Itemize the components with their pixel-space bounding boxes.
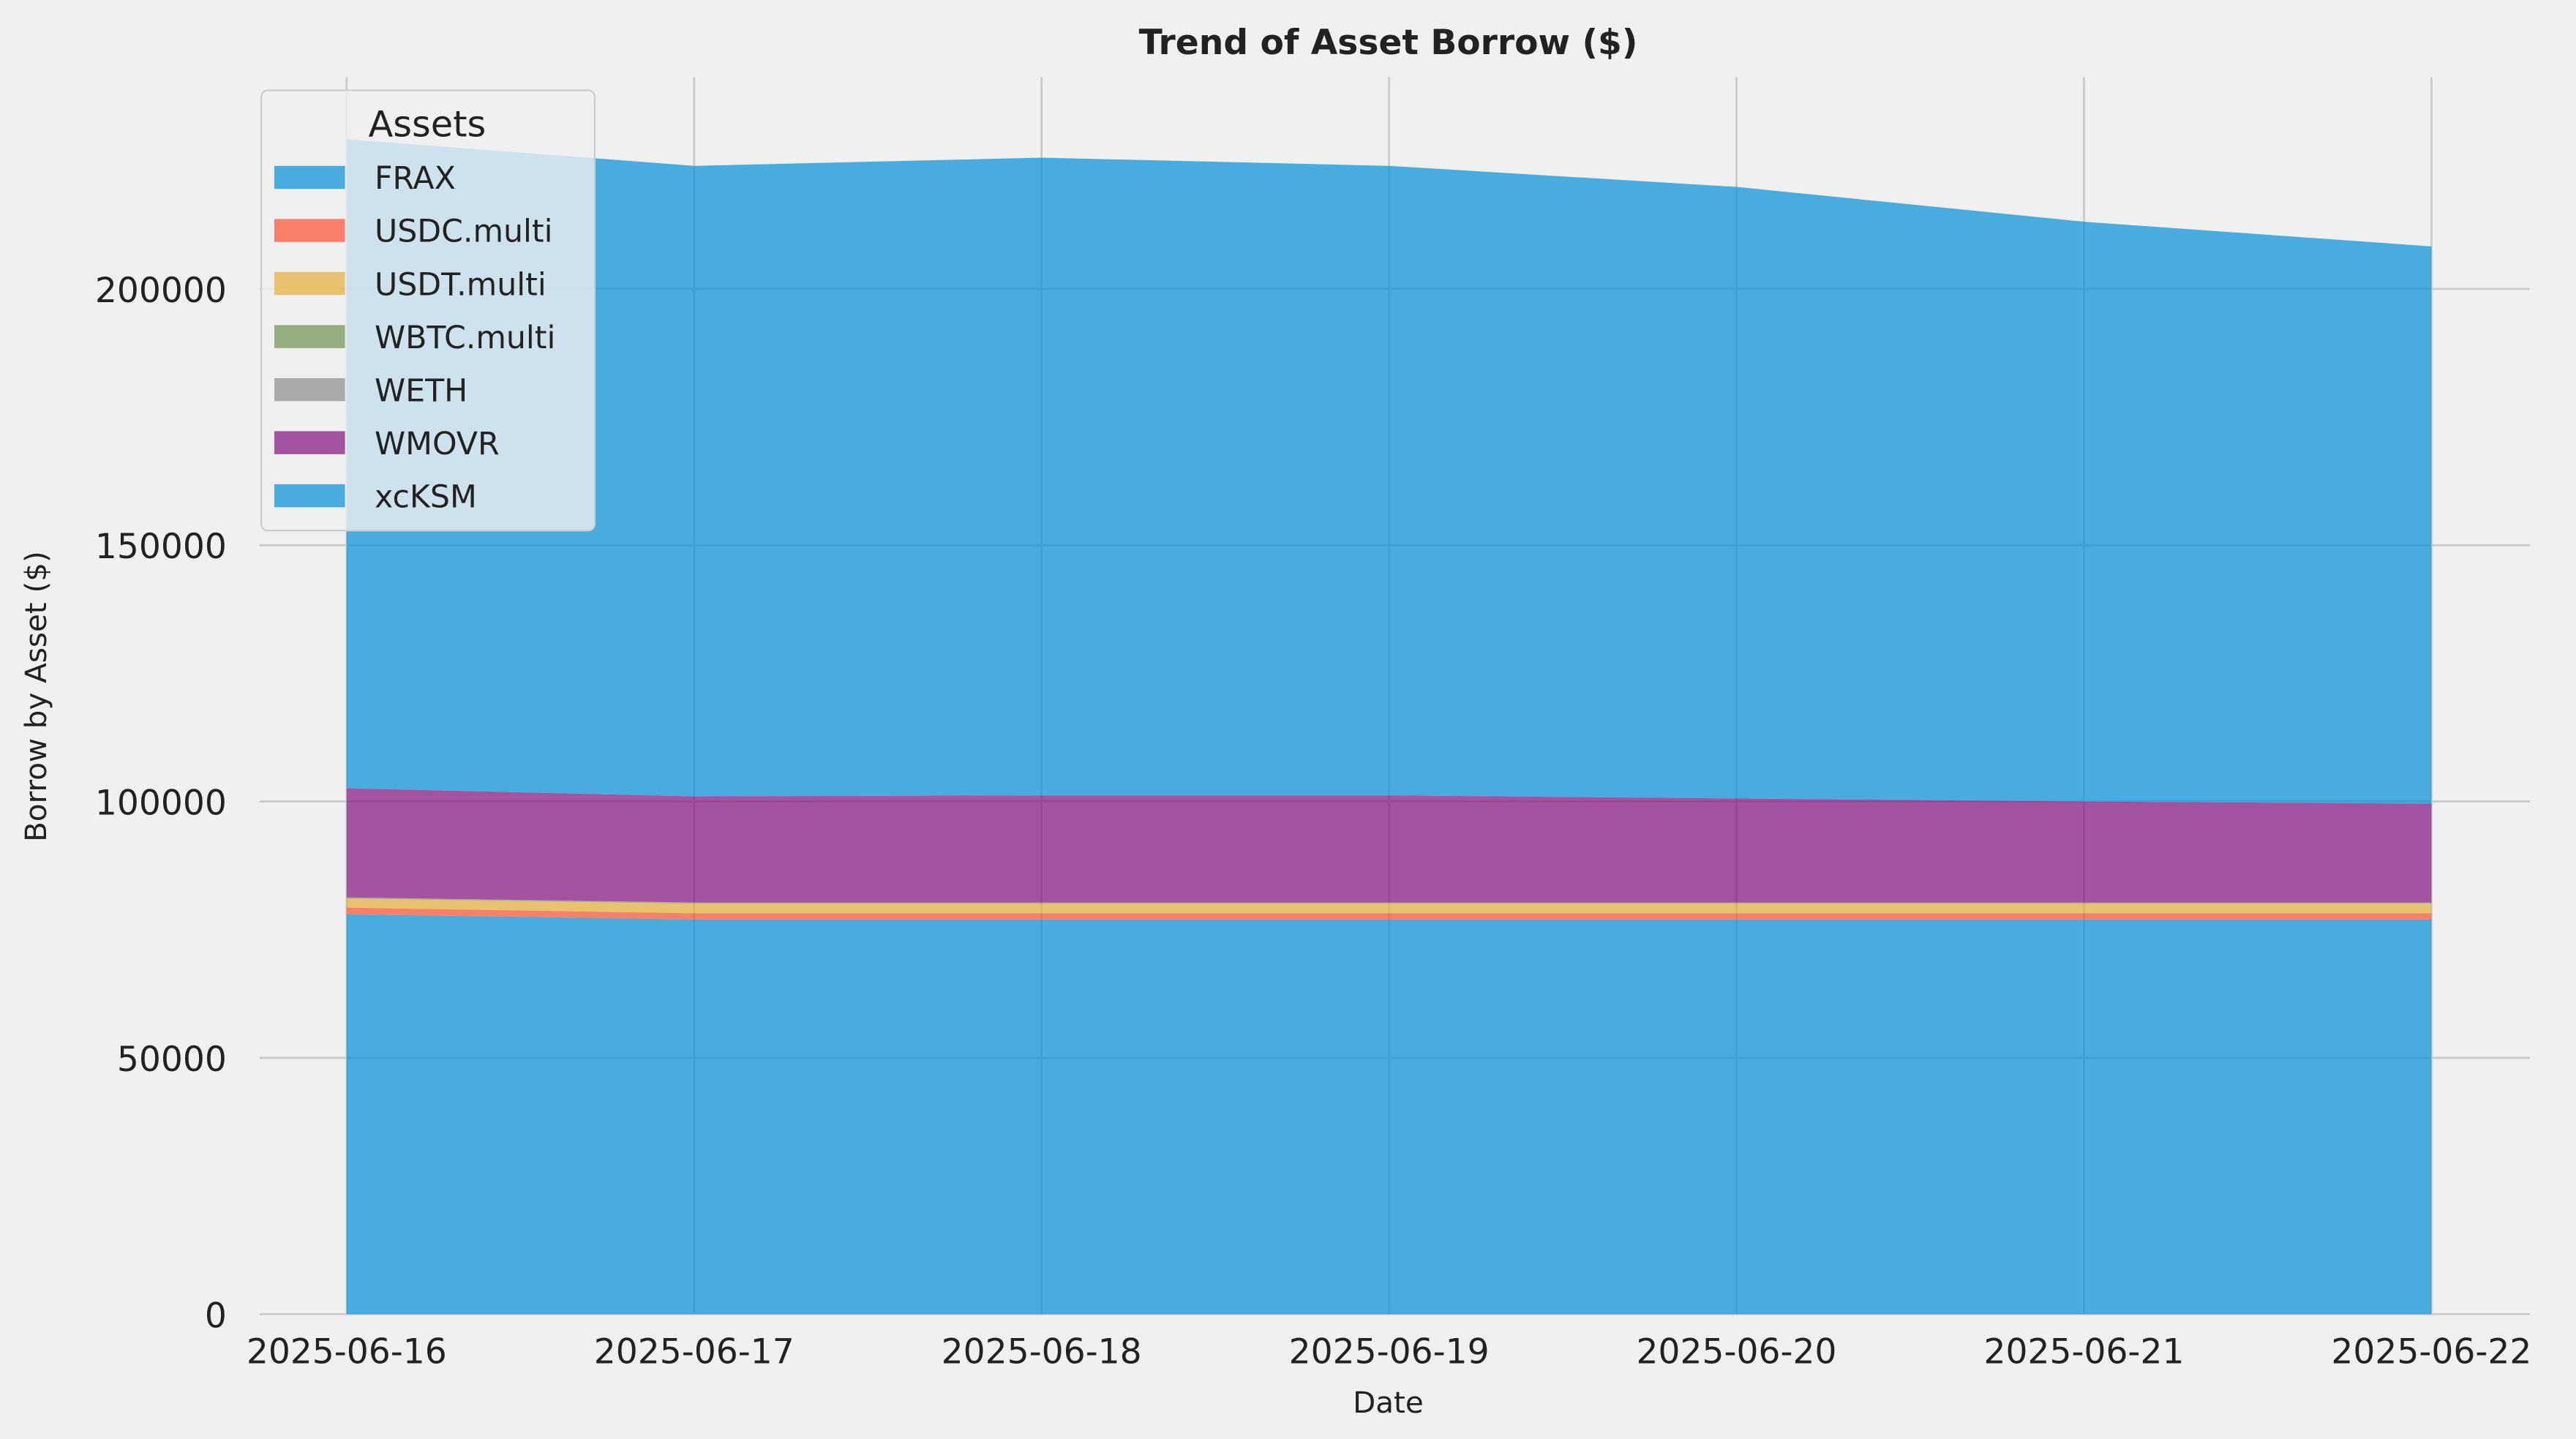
- areas: [346, 139, 2432, 1315]
- y-tick-label: 100000: [95, 784, 227, 824]
- legend: Assets FRAX USDC.multi USDT.multi WBTC.multi…: [260, 89, 596, 532]
- legend-swatch: [274, 271, 345, 296]
- x-tick-label: 2025-06-20: [1637, 1332, 1837, 1372]
- legend-label: xcKSM: [375, 478, 477, 515]
- y-tick-label: 0: [205, 1296, 227, 1336]
- legend-swatch: [274, 165, 345, 189]
- x-tick-label: 2025-06-19: [1289, 1332, 1490, 1372]
- y-tick-label: 50000: [117, 1040, 227, 1080]
- area: [346, 914, 2432, 1315]
- y-tick-label: 150000: [95, 527, 227, 567]
- legend-swatch: [274, 325, 345, 348]
- area: [346, 898, 2432, 914]
- x-axis-label: Date: [1353, 1385, 1424, 1420]
- legend-label: WETH: [375, 372, 467, 409]
- x-tick-label: 2025-06-16: [247, 1332, 447, 1372]
- area: [346, 788, 2432, 903]
- legend-swatch: [274, 377, 345, 402]
- x-tick-label: 2025-06-21: [1983, 1332, 2184, 1372]
- area: [346, 907, 2432, 920]
- legend-swatch: [274, 484, 345, 508]
- ticks: 0 50000 100000 150000 200000 2025-06-16 2025-0…: [95, 271, 2531, 1372]
- chart-title: Trend of Asset Borrow ($): [1139, 23, 1638, 63]
- y-tick-label: 200000: [95, 271, 227, 311]
- legend-label: FRAX: [375, 160, 456, 197]
- legend-swatch: [274, 431, 345, 454]
- legend-label: WMOVR: [375, 426, 500, 462]
- legend-label: USDC.multi: [375, 214, 553, 250]
- legend-title: Assets: [368, 102, 486, 145]
- y-axis-label: Borrow by Asset ($): [18, 551, 53, 842]
- area: [346, 139, 2432, 804]
- x-tick-label: 2025-06-18: [942, 1332, 1142, 1372]
- x-tick-label: 2025-06-22: [2331, 1332, 2531, 1372]
- legend-box: [260, 89, 596, 532]
- legend-label: WBTC.multi: [375, 320, 555, 356]
- x-tick-label: 2025-06-17: [594, 1332, 795, 1372]
- legend-label: USDT.multi: [375, 266, 547, 303]
- legend-swatch: [274, 219, 345, 242]
